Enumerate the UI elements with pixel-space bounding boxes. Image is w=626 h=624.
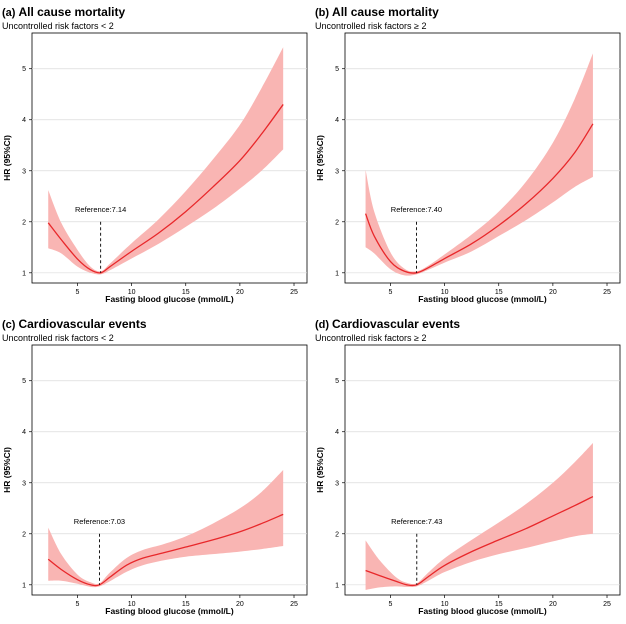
x-axis-title: Fasting blood glucose (mmol/L) [105, 606, 234, 616]
confidence-band [365, 442, 593, 590]
x-tick-label: 20 [549, 289, 557, 296]
chart-plot-d: Reference:7.43 5 10 15 20 25 1 2 3 4 5 Fasting b… [315, 344, 621, 616]
y-tick-label: 4 [335, 117, 339, 124]
y-tick-label: 5 [335, 66, 339, 73]
y-axis-title: HR (95%CI) [2, 447, 12, 493]
y-tick-label: 5 [22, 378, 26, 385]
x-tick-label: 15 [182, 601, 190, 608]
x-tick-label: 25 [290, 289, 298, 296]
chart-plot-c: Reference:7.03 5 10 15 20 25 1 2 3 4 5 Fasting b… [2, 344, 308, 616]
x-tick-label: 15 [495, 601, 503, 608]
chart-plot-a: Reference:7.14 5 10 15 20 25 1 2 3 4 5 Fasting b… [2, 32, 308, 304]
panel-title: (c) Cardiovascular events [2, 317, 147, 331]
y-axis-title: HR (95%CI) [315, 447, 325, 493]
x-tick-label: 10 [128, 289, 136, 296]
y-tick-label: 4 [22, 117, 26, 124]
x-tick-label: 15 [182, 289, 190, 296]
y-axis-title: HR (95%CI) [315, 135, 325, 181]
chart-panel-d: (d) Cardiovascular events Uncontrolled ri… [313, 312, 626, 624]
reference-label: Reference:7.14 [75, 205, 126, 214]
x-axis-title: Fasting blood glucose (mmol/L) [418, 294, 547, 304]
x-tick-label: 20 [236, 601, 244, 608]
panel-title: (b) All cause mortality [315, 5, 439, 19]
y-tick-label: 4 [335, 429, 339, 436]
panel-subtitle: Uncontrolled risk factors ≥ 2 [315, 333, 427, 343]
panel-subtitle: Uncontrolled risk factors ≥ 2 [315, 21, 427, 31]
hr-curve-line [47, 513, 284, 587]
x-tick-label: 15 [495, 289, 503, 296]
panel-label: (a) [2, 7, 16, 19]
x-tick-label: 20 [236, 289, 244, 296]
x-tick-label: 20 [549, 601, 557, 608]
y-tick-label: 1 [335, 582, 339, 589]
y-tick-label: 1 [22, 582, 26, 589]
y-tick-label: 3 [22, 480, 26, 487]
x-tick-label: 25 [290, 601, 298, 608]
y-axis-title: HR (95%CI) [2, 135, 12, 181]
y-tick-label: 2 [335, 219, 339, 226]
reference-label: Reference:7.03 [74, 517, 125, 526]
x-tick-label: 10 [128, 601, 136, 608]
y-tick-label: 2 [22, 219, 26, 226]
chart-plot-b: Reference:7.40 5 10 15 20 25 1 2 3 4 5 Fasting b… [315, 32, 621, 304]
panel-title-text: All cause mortality [18, 5, 126, 19]
y-tick-label: 5 [335, 378, 339, 385]
x-tick-label: 5 [76, 289, 80, 296]
y-tick-label: 2 [22, 531, 26, 538]
panel-subtitle: Uncontrolled risk factors < 2 [2, 21, 114, 31]
panel-title-text: Cardiovascular events [18, 317, 147, 331]
panel-title-text: All cause mortality [332, 5, 439, 19]
x-tick-label: 10 [441, 289, 449, 296]
x-tick-label: 10 [441, 601, 449, 608]
x-tick-label: 25 [603, 289, 611, 296]
hr-curve-line [365, 495, 594, 587]
hr-curve-line [47, 104, 284, 274]
panel-label: (d) [315, 319, 330, 331]
panel-label: (b) [315, 7, 330, 19]
chart-panel-b: (b) All cause mortality Uncontrolled risk… [313, 0, 626, 312]
y-tick-label: 1 [335, 270, 339, 277]
confidence-band [48, 470, 284, 588]
reference-label: Reference:7.40 [391, 205, 442, 214]
reference-label: Reference:7.43 [391, 517, 442, 526]
y-tick-label: 3 [22, 168, 26, 175]
y-tick-label: 3 [335, 480, 339, 487]
hr-curve-line [364, 123, 594, 274]
x-tick-label: 25 [603, 601, 611, 608]
x-axis-title: Fasting blood glucose (mmol/L) [105, 294, 234, 304]
x-axis-title: Fasting blood glucose (mmol/L) [418, 606, 547, 616]
confidence-band [365, 53, 593, 276]
panel-title-text: Cardiovascular events [332, 317, 461, 331]
y-tick-label: 3 [335, 168, 339, 175]
x-tick-label: 5 [389, 289, 393, 296]
y-tick-label: 2 [335, 531, 339, 538]
panel-label: (c) [2, 319, 16, 331]
chart-panel-c: (c) Cardiovascular events Uncontrolled ri… [0, 312, 313, 624]
chart-panel-a: (a) All cause mortality Uncontrolled risk… [0, 0, 313, 312]
y-tick-label: 1 [22, 270, 26, 277]
y-tick-label: 4 [22, 429, 26, 436]
panel-subtitle: Uncontrolled risk factors < 2 [2, 333, 114, 343]
x-tick-label: 5 [389, 601, 393, 608]
panel-title: (a) All cause mortality [2, 5, 125, 19]
x-tick-label: 5 [76, 601, 80, 608]
y-tick-label: 5 [22, 66, 26, 73]
panel-title: (d) Cardiovascular events [315, 317, 460, 331]
